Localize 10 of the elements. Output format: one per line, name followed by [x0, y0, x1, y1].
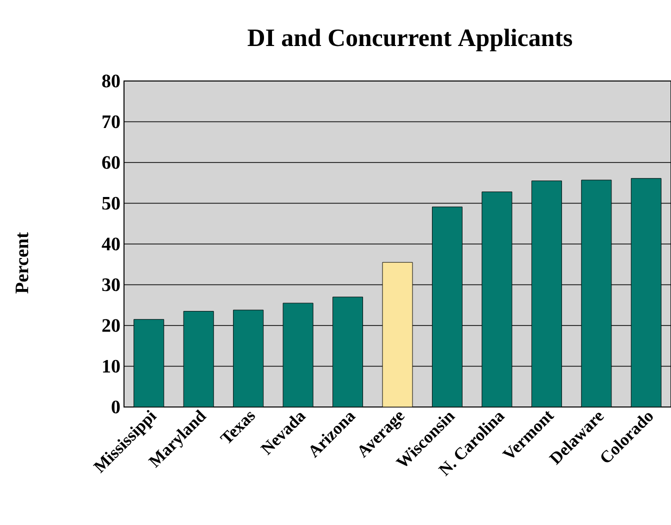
y-tick-label: 80: [102, 74, 120, 88]
y-tick-label: 30: [102, 278, 120, 292]
y-tick-label: 10: [103, 360, 120, 373]
y-tick-label: 70: [102, 115, 120, 128]
chart-title: DI and Concurrent Applicants: [248, 28, 572, 52]
y-axis-title: Percent: [16, 232, 28, 294]
y-tick-label: 20: [102, 319, 120, 332]
y-tick-label: 40: [102, 238, 120, 250]
y-tick-label: 50: [102, 196, 120, 210]
y-tick-label: 60: [102, 156, 120, 169]
